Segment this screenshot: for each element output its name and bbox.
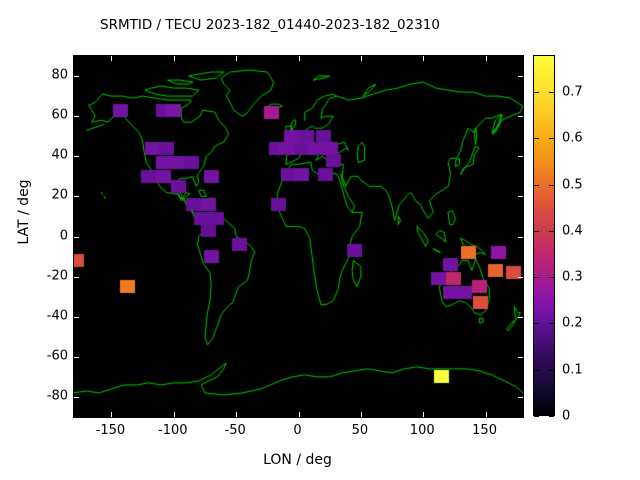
colorbar-tick-label: 0: [562, 408, 571, 424]
axis-tick: [518, 396, 523, 398]
colorbar-tick-label: 0.2: [562, 315, 583, 331]
axis-tick: [74, 196, 79, 198]
axis-tick: [173, 56, 175, 61]
colorbar-tick-label: 0.3: [562, 269, 583, 285]
y-tick-label: -20: [46, 268, 68, 284]
x-tick-label: 0: [293, 423, 302, 438]
colorbar-tick: [549, 416, 554, 417]
axis-tick: [74, 236, 79, 238]
colorbar-tick: [534, 416, 539, 417]
x-tick-label: 150: [472, 423, 497, 438]
axis-tick: [111, 412, 113, 417]
axis-tick: [298, 412, 300, 417]
axis-tick: [74, 396, 79, 398]
axis-tick: [423, 56, 425, 61]
axis-tick: [74, 156, 79, 158]
y-tick-label: 40: [51, 147, 68, 163]
axis-tick: [74, 76, 79, 78]
axis-tick: [485, 56, 487, 61]
colorbar-tick: [549, 323, 554, 325]
y-tick-label: 60: [51, 107, 68, 123]
colorbar-tick: [549, 184, 554, 186]
x-axis-label: LON / deg: [263, 452, 332, 468]
colorbar-tick-label: 0.1: [562, 362, 583, 378]
y-tick-label: 80: [51, 67, 68, 83]
axis-tick: [236, 412, 238, 417]
axis-tick: [74, 276, 79, 278]
axis-tick: [518, 196, 523, 198]
colorbar-tick: [534, 138, 539, 140]
colorbar-gradient: [533, 55, 555, 416]
y-tick-label: -80: [46, 388, 68, 404]
axis-tick: [360, 412, 362, 417]
x-tick-label: 100: [409, 423, 435, 438]
page-title: SRMTID / TECU 2023-182_01440-2023-182_02…: [100, 17, 440, 33]
y-tick-label: 20: [51, 187, 68, 203]
axis-tick: [74, 116, 79, 118]
colorbar-tick: [549, 230, 554, 232]
colorbar-tick-label: 0.5: [562, 177, 583, 193]
colorbar-tick: [549, 92, 554, 94]
axis-tick: [423, 412, 425, 417]
axis-tick: [518, 236, 523, 238]
y-tick-label: 0: [59, 228, 68, 243]
x-tick-label: -150: [95, 423, 126, 438]
colorbar-tick-label: 0.7: [562, 84, 583, 100]
colorbar-tick: [534, 369, 539, 371]
axis-tick: [74, 356, 79, 358]
axis-tick: [518, 76, 523, 78]
colorbar[interactable]: 0 0.1 0.2 0.3 0.4 0.5 0.6 0.7: [533, 55, 583, 424]
axis-tick: [236, 56, 238, 61]
axis-tick: [518, 356, 523, 358]
colorbar-tick: [534, 323, 539, 325]
colorbar-tick: [549, 138, 554, 140]
colorbar-tick: [534, 92, 539, 94]
colorbar-tick: [534, 277, 539, 279]
axis-tick: [518, 316, 523, 318]
colorbar-tick-label: 0.4: [562, 223, 583, 239]
x-tick-label: -100: [158, 423, 188, 438]
x-axis-tick-labels: -150 -100 -50 0 50 100 150: [73, 423, 522, 443]
x-tick-label: -50: [224, 423, 246, 438]
axis-tick: [518, 116, 523, 118]
axis-tick: [298, 56, 300, 61]
axis-tick: [485, 412, 487, 417]
axis-tick: [111, 56, 113, 61]
colorbar-tick: [549, 369, 554, 371]
colorbar-tick-label: 0.6: [562, 130, 583, 146]
colorbar-tick: [534, 230, 539, 232]
axis-tick: [173, 412, 175, 417]
axis-tick: [518, 156, 523, 158]
y-axis-tick-labels: -80 -60 -40 -20 0 20 40 60 80: [20, 55, 68, 416]
x-tick-label: 50: [351, 423, 369, 438]
y-tick-label: -60: [46, 348, 68, 364]
map-plot-area[interactable]: [73, 55, 524, 418]
tid-heatmap-layer: [74, 56, 523, 417]
axis-tick: [74, 316, 79, 318]
axis-tick: [518, 276, 523, 278]
axis-tick: [360, 56, 362, 61]
y-tick-label: -40: [46, 308, 68, 324]
colorbar-tick: [534, 184, 539, 186]
colorbar-tick: [549, 277, 554, 279]
